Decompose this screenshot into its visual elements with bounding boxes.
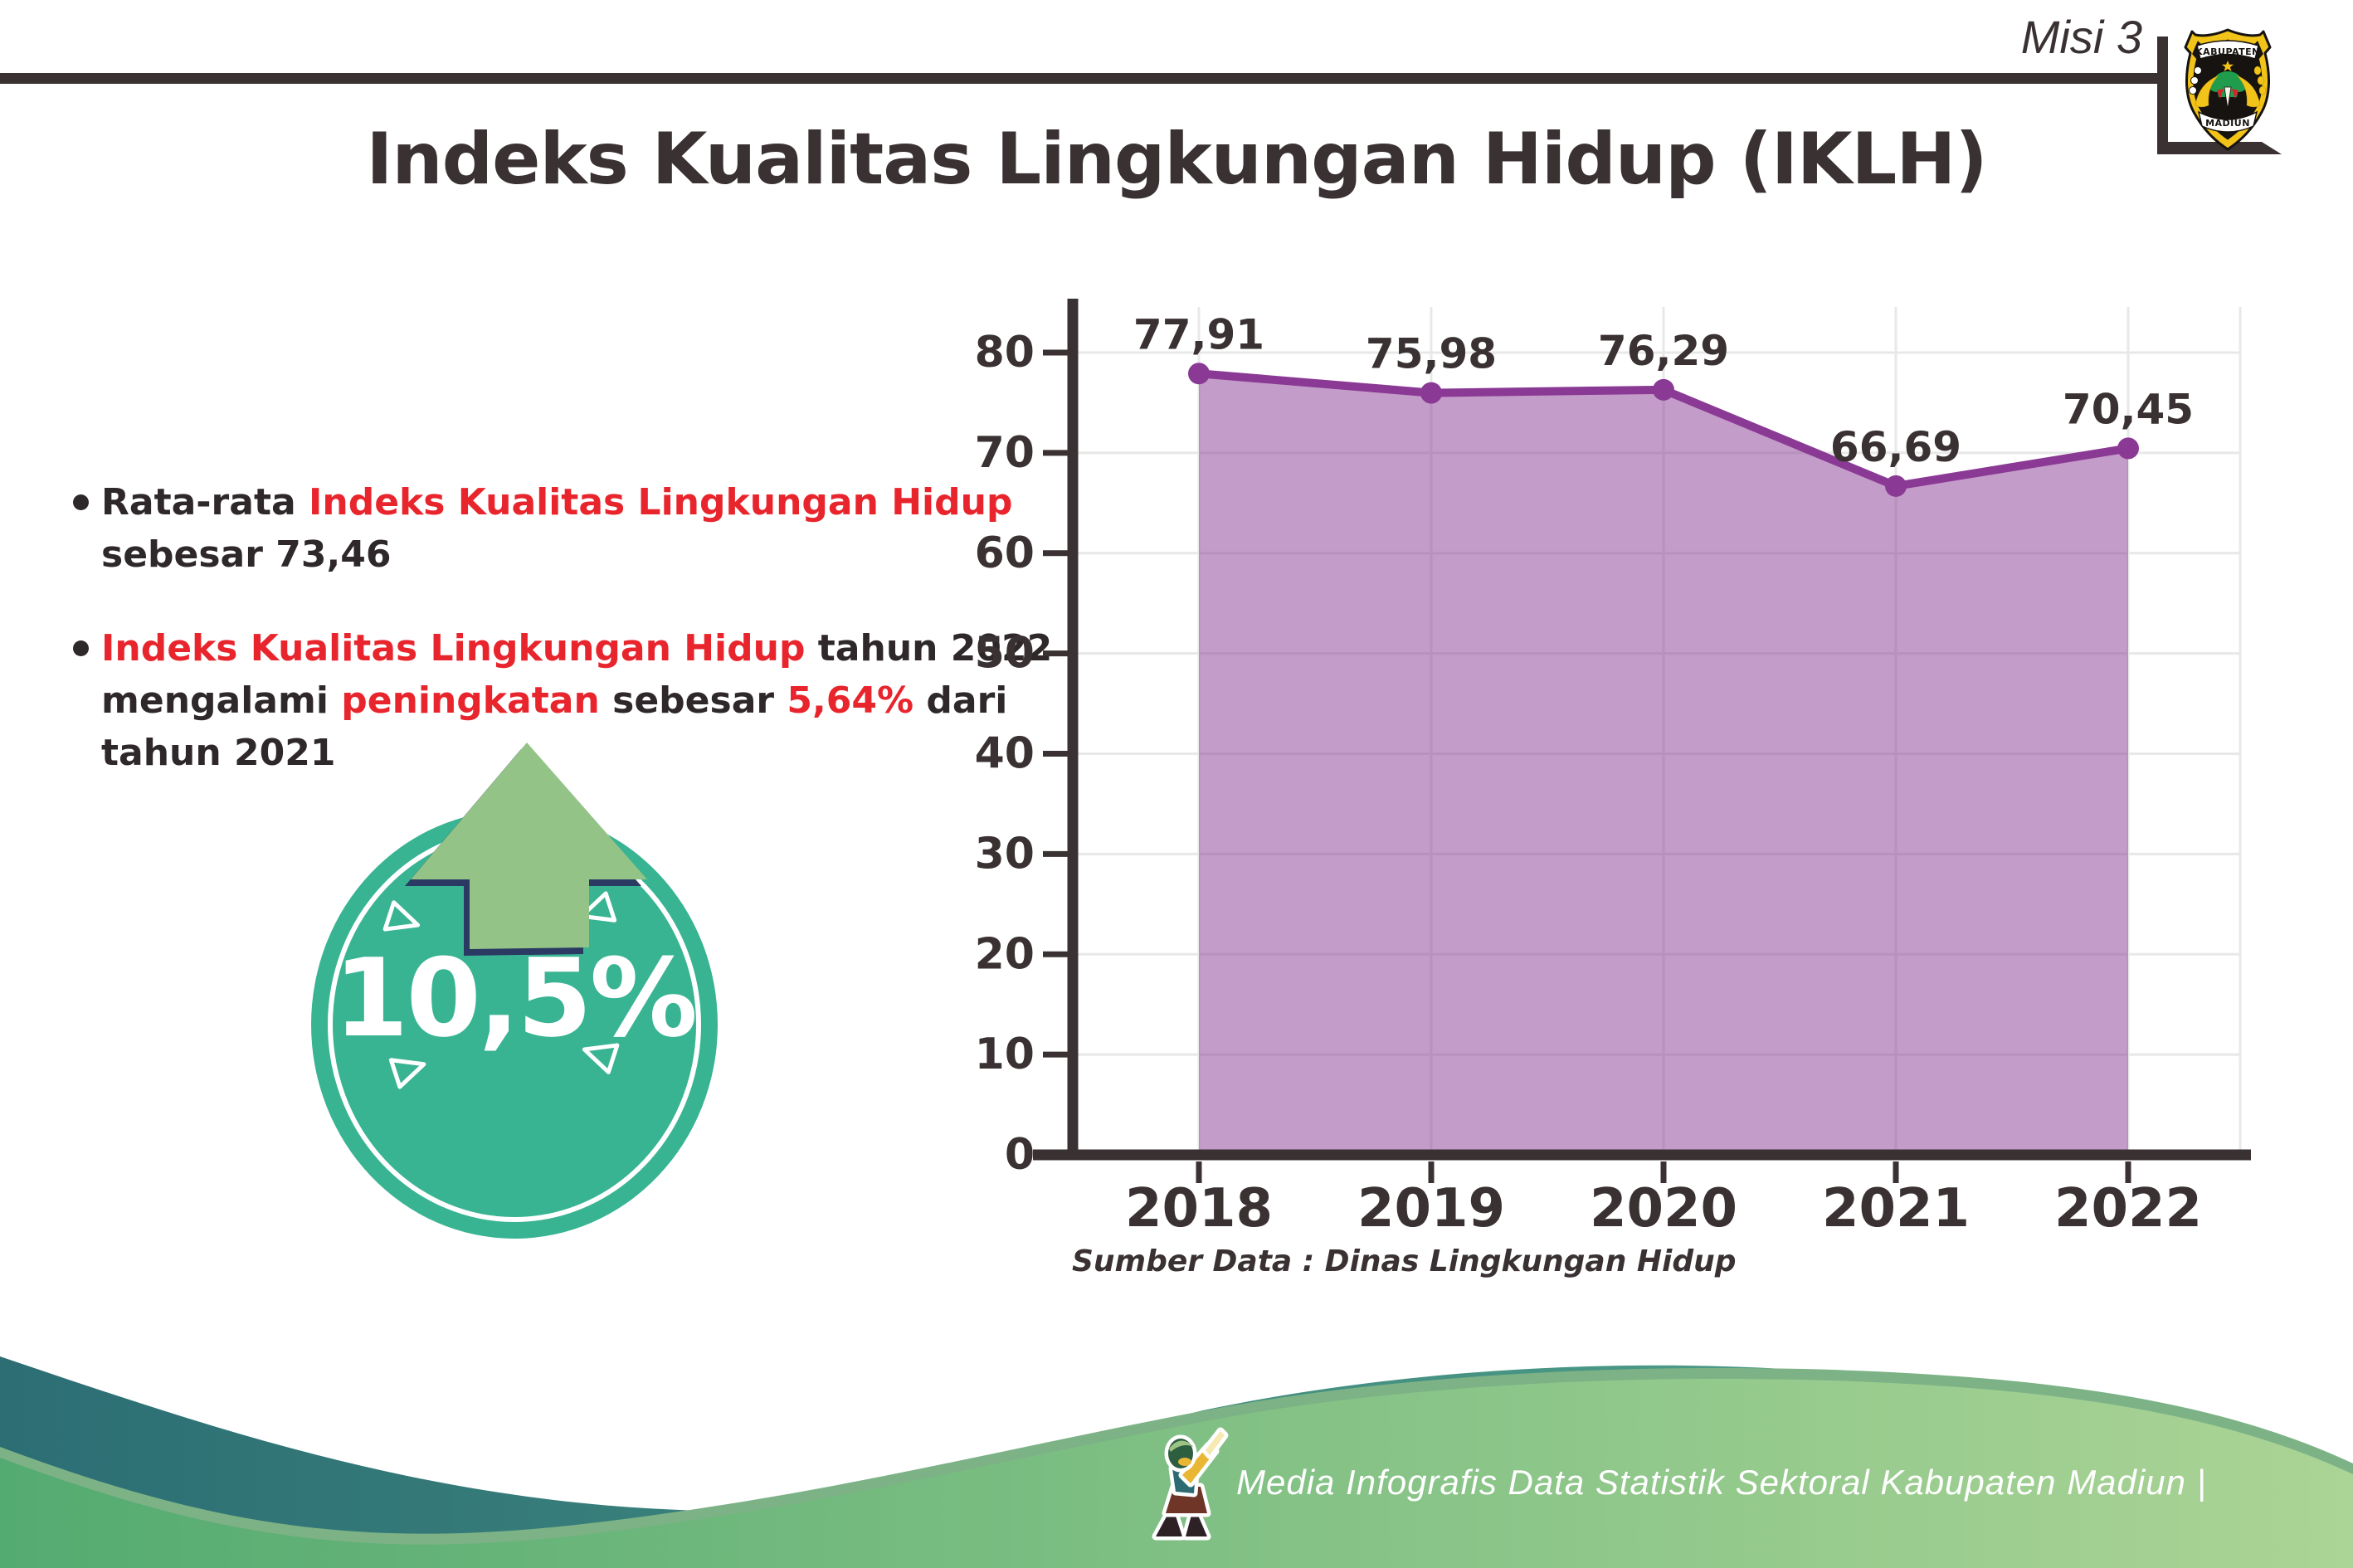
x-tick [1196, 1161, 1202, 1183]
key-findings-list: Rata-rata Indeks Kualitas Lingkungan Hid… [73, 476, 1060, 779]
bullet-text-segment: peningkatan [341, 679, 600, 722]
x-tick [1893, 1161, 1899, 1183]
bullet-text-segment: 5,64% [787, 679, 914, 722]
y-axis-tick-label: 0 [1005, 1130, 1035, 1180]
y-tick [1043, 349, 1068, 356]
bullet-text-segment: Rata-rata [101, 481, 309, 523]
data-point-label: 70,45 [2063, 385, 2194, 433]
y-axis-tick-label: 50 [975, 629, 1035, 679]
y-tick [1043, 951, 1068, 957]
logo-red-flame-left [2217, 89, 2224, 99]
logo-wing-right [2236, 75, 2261, 108]
y-tick [1043, 450, 1068, 456]
header-rule-line [0, 73, 2167, 84]
y-axis-tick-label: 80 [975, 328, 1035, 377]
x-tick [2125, 1161, 2131, 1183]
logo-cotton-icons [2189, 66, 2202, 95]
y-axis-tick-label: 20 [975, 929, 1035, 979]
data-point-label: 76,29 [1598, 327, 1729, 375]
bullet-text-segment: dari tahun 2021 [101, 679, 1008, 774]
x-axis-tick-label: 2021 [1822, 1178, 1970, 1239]
data-point-marker [1653, 378, 1674, 401]
iklh-area-chart: 77,91 75,98 76,29 66,69 70,45 0 10 20 30 40 50 60 70… [975, 299, 2251, 1239]
logo-paddy-icons [2253, 66, 2267, 95]
y-tick [1043, 751, 1068, 757]
bullet-text-segment: Indeks Kualitas Lingkungan Hidup [309, 481, 1013, 523]
logo-top-text: KABUPATEN [2195, 46, 2260, 57]
logo-frame-horizontal-bar [2157, 142, 2282, 154]
y-tick [1043, 1152, 1068, 1158]
x-tick [1660, 1161, 1667, 1183]
logo-star-icon [2222, 61, 2234, 71]
x-tick [1428, 1161, 1435, 1183]
area-fill [1199, 373, 2128, 1155]
badge-triangle-decorations [382, 891, 620, 1089]
bullet-text-segment: Indeks Kualitas Lingkungan Hidup [101, 627, 806, 670]
x-axis-tick-label: 2018 [1125, 1178, 1273, 1239]
data-point-marker [1420, 382, 1442, 404]
logo-kris-icon [2224, 86, 2232, 110]
data-point-label: 75,98 [1366, 330, 1497, 378]
y-axis-tick-label: 70 [975, 428, 1035, 478]
logo-frame-vertical-bar [2157, 37, 2168, 153]
y-tick [1043, 650, 1068, 657]
y-axis-tick-label: 60 [975, 528, 1035, 578]
bullet-text-segment: sebesar [599, 679, 787, 722]
y-axis-line [1067, 299, 1079, 1161]
misi-label: Misi 3 [2020, 11, 2142, 63]
bullet-text-segment: sebesar 73,46 [101, 533, 392, 576]
x-axis-line [1033, 1149, 2251, 1161]
page-title: Indeks Kualitas Lingkungan Hidup (IKLH) [366, 118, 1987, 201]
logo-wing-left [2195, 75, 2219, 108]
logo-ribbon-bottom [2197, 110, 2258, 133]
bullet-text-segment: tahun 2022 mengalami [101, 627, 1053, 722]
data-point-label: 66,69 [1830, 423, 1961, 471]
x-axis-tick-label: 2019 [1357, 1178, 1505, 1239]
data-point-marker [1188, 363, 1210, 385]
list-item: Indeks Kualitas Lingkungan Hidup tahun 2… [73, 622, 1060, 779]
y-axis-tick-label: 30 [975, 829, 1035, 879]
data-point-label: 77,91 [1133, 310, 1264, 358]
up-arrow-icon [405, 743, 647, 956]
badge-value-text: 10,5% [334, 935, 695, 1061]
increase-percentage-badge: 10,5% [311, 743, 718, 1239]
kabupaten-madiun-logo: KABUPATEN MADIUN [2184, 28, 2272, 151]
footer-credit-text: Media Infografis Data Statistik Sektoral… [1236, 1463, 2207, 1502]
y-tick [1043, 1051, 1068, 1058]
statistics-mascot-icon [1152, 1427, 1229, 1541]
logo-red-flame-right [2232, 89, 2239, 99]
y-axis-tick-label: 40 [975, 729, 1035, 779]
logo-ribbon-top [2196, 40, 2259, 60]
list-item: Rata-rata Indeks Kualitas Lingkungan Hid… [73, 476, 1060, 581]
data-point-marker [2117, 437, 2139, 460]
chart-source-note: Sumber Data : Dinas Lingkungan Hidup [1072, 1244, 1737, 1278]
logo-bottom-text: MADIUN [2205, 118, 2250, 129]
y-tick [1043, 850, 1068, 857]
x-axis-tick-label: 2022 [2054, 1178, 2202, 1239]
data-point-marker [1885, 475, 1907, 497]
y-tick [1043, 550, 1068, 557]
x-axis-tick-label: 2020 [1590, 1178, 1737, 1239]
y-axis-tick-label: 10 [975, 1030, 1035, 1079]
